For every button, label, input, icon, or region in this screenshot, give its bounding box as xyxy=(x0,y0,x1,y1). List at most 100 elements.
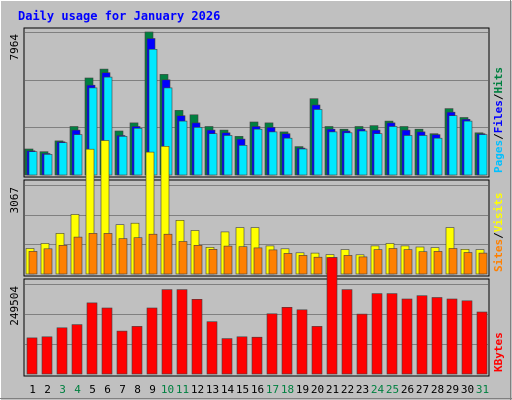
day-label-8: 8 xyxy=(134,383,141,396)
bar-pages-day-18 xyxy=(283,137,293,176)
bar-kbytes-day-27 xyxy=(416,295,428,375)
bar-sites-day-19 xyxy=(298,255,308,275)
bar-pages-day-25 xyxy=(388,126,398,176)
legend-middle: Sites/Visits xyxy=(492,193,505,273)
legend-item: Pages xyxy=(492,140,505,173)
day-label-15: 15 xyxy=(236,383,249,396)
bar-kbytes-day-2 xyxy=(41,336,53,375)
bar-kbytes-day-12 xyxy=(191,298,203,375)
legend-item: Hits xyxy=(492,67,505,94)
day-label-13: 13 xyxy=(206,383,219,396)
day-label-7: 7 xyxy=(119,383,126,396)
legend-item: Files xyxy=(492,100,505,133)
bar-kbytes-day-18 xyxy=(281,306,293,375)
bar-kbytes-day-4 xyxy=(71,324,83,375)
legend-top: Pages/Files/Hits xyxy=(492,67,505,173)
legend-item: Sites xyxy=(492,239,505,272)
bar-pages-day-16 xyxy=(253,128,263,176)
day-label-12: 12 xyxy=(191,383,204,396)
bar-sites-day-5 xyxy=(88,233,98,275)
day-label-14: 14 xyxy=(221,383,235,396)
bar-kbytes-day-25 xyxy=(386,293,398,375)
bar-pages-day-22 xyxy=(343,132,353,176)
bar-kbytes-day-17 xyxy=(266,313,278,375)
bar-sites-day-29 xyxy=(448,248,458,275)
legend-item: KBytes xyxy=(492,332,505,372)
bar-sites-day-23 xyxy=(358,256,368,275)
day-labels: 1 2 3 4 5 6 7 8 9 10 11 12 13 14 15 16 17 18 19 20 21 22 23 24 2… xyxy=(29,383,489,396)
bar-sites-day-28 xyxy=(433,251,443,275)
y-max-label: 249504 xyxy=(8,286,21,326)
panel-bottom: 249504 KBytes xyxy=(8,257,505,377)
bar-sites-day-15 xyxy=(238,246,248,275)
bar-sites-day-25 xyxy=(388,248,398,275)
bar-pages-day-13 xyxy=(208,133,218,176)
bar-pages-day-24 xyxy=(373,133,383,176)
bar-sites-day-24 xyxy=(373,249,383,275)
bar-kbytes-day-11 xyxy=(176,289,188,375)
day-label-3: 3 xyxy=(59,383,66,396)
bar-sites-day-31 xyxy=(478,252,488,275)
bar-pages-day-21 xyxy=(328,131,338,176)
legend-item: Visits xyxy=(492,193,505,233)
bar-kbytes-day-29 xyxy=(446,298,458,375)
bar-sites-day-3 xyxy=(58,245,68,275)
bar-sites-day-10 xyxy=(163,233,173,275)
bar-sites-day-27 xyxy=(418,251,428,275)
bar-pages-day-12 xyxy=(193,127,203,176)
y-max-label: 7964 xyxy=(8,34,21,61)
bar-sites-day-14 xyxy=(223,245,233,275)
chart-title: Daily usage for January 2026 xyxy=(18,9,220,23)
day-label-10: 10 xyxy=(161,383,174,396)
bar-kbytes-day-22 xyxy=(341,289,353,375)
day-label-24: 24 xyxy=(371,383,385,396)
bar-kbytes-day-30 xyxy=(461,300,473,375)
legend-item: / xyxy=(492,93,505,100)
day-label-20: 20 xyxy=(311,383,324,396)
bar-sites-day-13 xyxy=(208,249,218,275)
day-label-4: 4 xyxy=(74,383,81,396)
bar-pages-day-1 xyxy=(28,151,38,176)
bar-kbytes-day-14 xyxy=(221,338,233,375)
bar-sites-day-4 xyxy=(73,236,83,275)
day-label-9: 9 xyxy=(149,383,156,396)
day-label-31: 31 xyxy=(476,383,489,396)
bar-pages-day-17 xyxy=(268,131,278,176)
bar-sites-day-2 xyxy=(43,248,53,275)
bar-pages-day-2 xyxy=(43,154,53,176)
bar-sites-day-16 xyxy=(253,247,263,275)
day-label-1: 1 xyxy=(29,383,36,396)
bar-sites-day-6 xyxy=(103,233,113,275)
bar-kbytes-day-16 xyxy=(251,336,263,375)
bar-pages-day-30 xyxy=(463,120,473,176)
day-label-22: 22 xyxy=(341,383,354,396)
day-label-6: 6 xyxy=(104,383,111,396)
day-label-30: 30 xyxy=(461,383,474,396)
bar-kbytes-day-10 xyxy=(161,289,173,375)
bar-kbytes-day-23 xyxy=(356,313,368,375)
day-label-23: 23 xyxy=(356,383,369,396)
bar-kbytes-day-1 xyxy=(26,337,38,375)
bar-sites-day-1 xyxy=(28,251,38,275)
bar-sites-day-12 xyxy=(193,245,203,275)
bar-pages-day-4 xyxy=(73,134,83,176)
bar-pages-day-27 xyxy=(418,135,428,176)
bar-pages-day-11 xyxy=(178,120,188,176)
day-label-25: 25 xyxy=(386,383,399,396)
chart-panels: 7964Pages/Files/Hits3067Sites/Visits2495… xyxy=(8,27,505,377)
bar-kbytes-day-15 xyxy=(236,336,248,375)
panel-middle: 3067 Sites/Visits xyxy=(8,140,505,277)
bar-sites-day-18 xyxy=(283,253,293,275)
bar-sites-day-8 xyxy=(133,237,143,275)
day-label-5: 5 xyxy=(89,383,96,396)
bar-kbytes-day-13 xyxy=(206,321,218,375)
bar-kbytes-day-6 xyxy=(101,307,113,375)
bar-kbytes-day-5 xyxy=(86,302,98,375)
legend-bottom: KBytes xyxy=(492,332,505,372)
bar-sites-day-26 xyxy=(403,249,413,275)
day-label-16: 16 xyxy=(251,383,264,396)
bar-sites-day-17 xyxy=(268,249,278,275)
bar-pages-day-23 xyxy=(358,130,368,176)
y-max-label: 3067 xyxy=(8,187,21,214)
